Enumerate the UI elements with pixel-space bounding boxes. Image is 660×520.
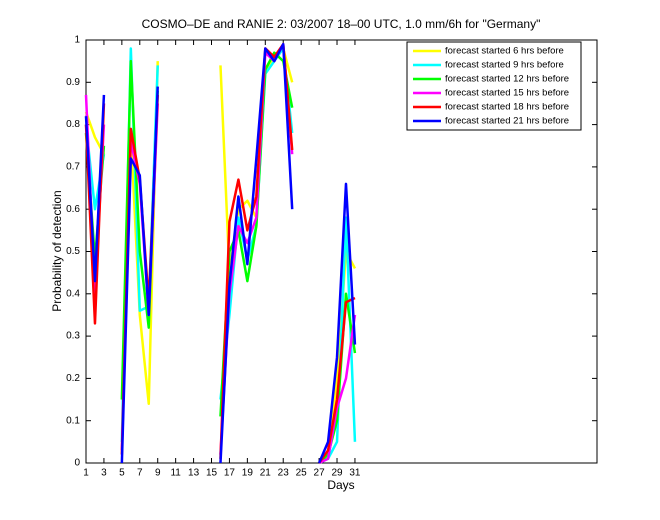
x-tick-label: 31 xyxy=(349,468,361,479)
y-tick-label: 0.6 xyxy=(66,204,80,215)
x-tick-label: 9 xyxy=(155,468,161,479)
y-tick-label: 0.9 xyxy=(66,77,80,88)
x-tick-label: 15 xyxy=(206,468,218,479)
series-line xyxy=(84,47,357,465)
x-tick-label: 27 xyxy=(314,468,326,479)
legend-label: forecast started 15 hrs before xyxy=(445,88,569,99)
x-tick-label: 1 xyxy=(83,468,89,479)
y-tick-label: 0.4 xyxy=(66,288,80,299)
legend-label: forecast started 18 hrs before xyxy=(445,102,569,113)
y-axis-label: Probability of detection xyxy=(50,190,64,311)
x-tick-label: 7 xyxy=(137,468,143,479)
y-tick-label: 1 xyxy=(74,35,80,46)
y-tick-label: 0.7 xyxy=(66,162,80,173)
x-tick-label: 21 xyxy=(260,468,272,479)
legend-label: forecast started 6 hrs before xyxy=(445,46,564,57)
series-line xyxy=(84,42,357,464)
x-tick-label: 3 xyxy=(101,468,107,479)
y-tick-label: 0.1 xyxy=(66,415,80,426)
y-tick-label: 0.3 xyxy=(66,331,80,342)
x-tick-label: 5 xyxy=(119,468,125,479)
x-tick-label: 13 xyxy=(188,468,200,479)
y-tick-label: 0 xyxy=(74,458,80,469)
y-tick-label: 0.8 xyxy=(66,119,80,130)
x-tick-label: 11 xyxy=(170,468,181,479)
legend-label: forecast started 9 hrs before xyxy=(445,60,564,71)
y-tick-label: 0.2 xyxy=(66,373,80,384)
x-axis-label: Days xyxy=(327,478,354,492)
legend-label: forecast started 21 hrs before xyxy=(445,116,569,127)
x-tick-label: 23 xyxy=(278,468,290,479)
y-tick-label: 0.5 xyxy=(66,246,80,257)
x-tick-label: 19 xyxy=(242,468,254,479)
x-tick-label: 29 xyxy=(331,468,343,479)
x-tick-label: 25 xyxy=(296,468,308,479)
legend-label: forecast started 12 hrs before xyxy=(445,74,569,85)
x-tick-label: 17 xyxy=(224,468,236,479)
chart-title: COSMO–DE and RANIE 2: 03/2007 18–00 UTC,… xyxy=(142,17,541,31)
legend-box xyxy=(406,41,582,131)
series-line xyxy=(84,47,357,464)
